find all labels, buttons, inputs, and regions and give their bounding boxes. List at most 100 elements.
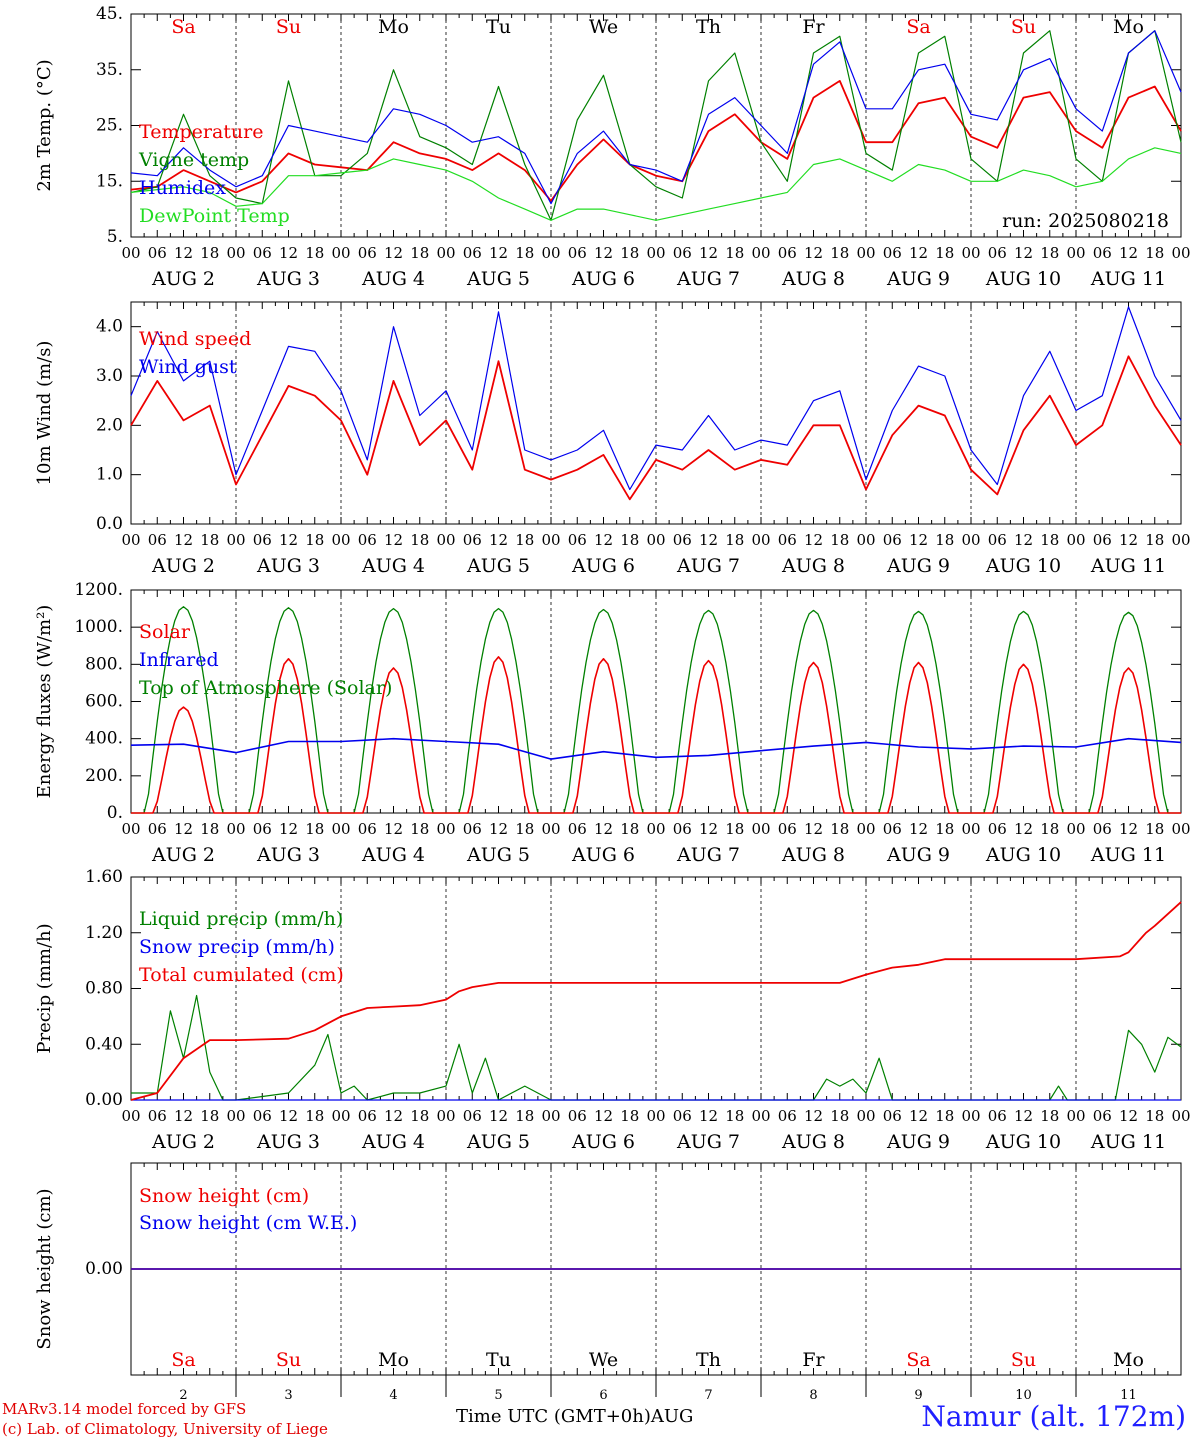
- date-label: AUG 4: [361, 555, 425, 577]
- hour-label: 18: [200, 531, 219, 549]
- hour-label: 12: [804, 1107, 823, 1125]
- hour-label: 06: [778, 244, 797, 262]
- hour-label: 06: [1093, 244, 1112, 262]
- run-label: run: 2025080218: [1002, 210, 1169, 232]
- weekday-label: Mo: [1113, 1349, 1144, 1371]
- date-label: AUG 11: [1090, 555, 1166, 577]
- legend-entry: Temperature: [139, 121, 263, 143]
- date-label: AUG 10: [985, 1131, 1061, 1153]
- day-number-label: 5: [494, 1388, 502, 1403]
- date-label: AUG 6: [571, 1131, 635, 1153]
- legend-entry: Liquid precip (mm/h): [139, 908, 343, 930]
- date-label: AUG 9: [886, 844, 950, 866]
- hour-label: 18: [305, 1107, 324, 1125]
- hour-label: 00: [331, 1107, 350, 1125]
- legend-entry: Total cumulated (cm): [139, 964, 344, 986]
- hour-label: 18: [620, 820, 639, 838]
- hour-label: 18: [1040, 531, 1059, 549]
- hour-label: 18: [410, 244, 429, 262]
- y-axis-label: 2m Temp. (°C): [34, 59, 55, 191]
- date-label: AUG 2: [151, 844, 215, 866]
- hour-label: 06: [463, 244, 482, 262]
- hour-label: 00: [331, 531, 350, 549]
- legend-entry: Wind gust: [139, 356, 237, 378]
- hour-label: 12: [1119, 820, 1138, 838]
- hour-label: 12: [489, 244, 508, 262]
- hour-label: 00: [121, 531, 140, 549]
- hour-label: 12: [279, 244, 298, 262]
- hour-label: 06: [148, 820, 167, 838]
- hour-label: 06: [988, 820, 1007, 838]
- date-label: AUG 6: [571, 844, 635, 866]
- y-axis-label: 10m Wind (m/s): [34, 341, 55, 486]
- hour-label: 18: [725, 820, 744, 838]
- y-tick-label: 800.: [85, 654, 123, 674]
- date-label: AUG 6: [571, 555, 635, 577]
- hour-label: 06: [358, 531, 377, 549]
- hour-label: 12: [699, 820, 718, 838]
- hour-label: 00: [226, 1107, 245, 1125]
- hour-label: 00: [331, 820, 350, 838]
- y-tick-label: 0.00: [85, 1259, 123, 1279]
- hour-label: 12: [489, 1107, 508, 1125]
- weekday-label: Su: [1011, 16, 1036, 38]
- day-number-label: 3: [284, 1388, 292, 1403]
- hour-label: 00: [961, 244, 980, 262]
- y-tick-label: 0.00: [85, 1090, 123, 1110]
- y-axis-label: Snow height (cm): [34, 1188, 55, 1349]
- hour-label: 18: [515, 531, 534, 549]
- hour-label: 06: [568, 820, 587, 838]
- hour-label: 06: [253, 531, 272, 549]
- y-tick-label: 0.40: [85, 1034, 123, 1054]
- hour-label: 06: [988, 1107, 1007, 1125]
- hour-label: 18: [725, 244, 744, 262]
- hour-label: 12: [699, 1107, 718, 1125]
- legend-entry: DewPoint Temp: [139, 205, 290, 227]
- panel-precip: 0.00 0.40 0.80 1.20 1.60 Precip (mm/h) 00 06 12 1…: [34, 867, 1191, 1153]
- hour-label: 06: [883, 531, 902, 549]
- hour-label: 18: [1145, 820, 1164, 838]
- legend-entry: Vigne temp: [138, 149, 249, 171]
- series-temperature: [130, 80, 1182, 202]
- date-label: AUG 6: [571, 268, 635, 290]
- y-tick-label: 2.0: [96, 415, 123, 435]
- hour-label: 00: [856, 531, 875, 549]
- hour-label: 00: [646, 1107, 665, 1125]
- date-label: AUG 5: [466, 844, 530, 866]
- date-label: AUG 3: [256, 844, 320, 866]
- hour-label: 12: [174, 820, 193, 838]
- legend-entry: Humidex: [139, 177, 226, 199]
- date-label: AUG 11: [1090, 268, 1166, 290]
- hour-label: 00: [856, 244, 875, 262]
- y-tick-label: 3.0: [96, 366, 123, 386]
- y-tick-label: 1.60: [85, 867, 123, 887]
- date-label: AUG 4: [361, 844, 425, 866]
- weekday-label: Mo: [378, 16, 409, 38]
- hour-label: 00: [541, 244, 560, 262]
- date-label: AUG 5: [466, 1131, 530, 1153]
- hour-label: 00: [961, 531, 980, 549]
- hour-label: 12: [489, 531, 508, 549]
- hour-label: 00: [436, 244, 455, 262]
- hour-label: 06: [148, 1107, 167, 1125]
- y-tick-label: 5.: [107, 227, 123, 247]
- series-humidex: [130, 30, 1182, 205]
- y-tick-label: 400.: [85, 729, 123, 749]
- legend-entry: Top of Atmosphere (Solar): [139, 677, 392, 699]
- y-tick-label: 4.0: [96, 317, 123, 337]
- hour-label: 00: [1171, 531, 1190, 549]
- hour-label: 18: [1040, 244, 1059, 262]
- weekday-label: Su: [1011, 1349, 1036, 1371]
- hour-label: 06: [988, 244, 1007, 262]
- hour-label: 00: [1171, 820, 1190, 838]
- hour-label: 12: [699, 531, 718, 549]
- date-label: AUG 8: [781, 844, 845, 866]
- station-name: Namur (alt. 172m): [921, 1400, 1186, 1433]
- y-axis-label: Energy fluxes (W/m²): [34, 605, 55, 799]
- weekday-label: Th: [696, 1349, 721, 1371]
- legend-entry: Snow precip (mm/h): [139, 936, 335, 958]
- hour-label: 00: [121, 244, 140, 262]
- hour-label: 12: [279, 531, 298, 549]
- weekday-label: We: [589, 16, 618, 38]
- hour-label: 00: [1171, 1107, 1190, 1125]
